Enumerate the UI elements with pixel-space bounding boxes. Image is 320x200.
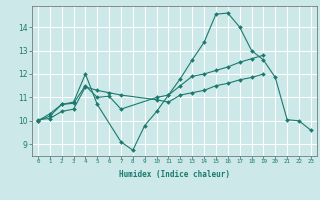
X-axis label: Humidex (Indice chaleur): Humidex (Indice chaleur) — [119, 170, 230, 179]
